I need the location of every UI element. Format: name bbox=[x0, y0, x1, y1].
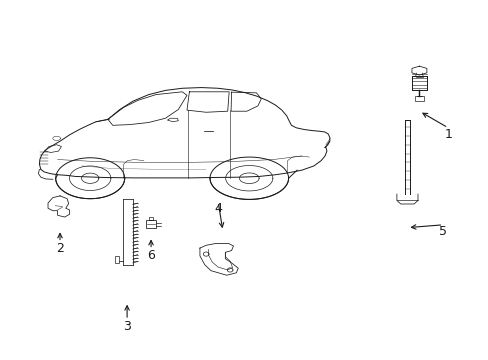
Bar bbox=[145, 220, 156, 228]
Text: 2: 2 bbox=[56, 242, 64, 255]
Text: 3: 3 bbox=[123, 320, 131, 333]
Text: 5: 5 bbox=[439, 225, 447, 238]
Text: 1: 1 bbox=[443, 128, 451, 141]
Text: 4: 4 bbox=[214, 202, 222, 215]
Bar bbox=[414, 96, 424, 100]
Bar bbox=[114, 256, 119, 263]
Text: 6: 6 bbox=[147, 249, 155, 262]
Bar bbox=[148, 217, 153, 220]
